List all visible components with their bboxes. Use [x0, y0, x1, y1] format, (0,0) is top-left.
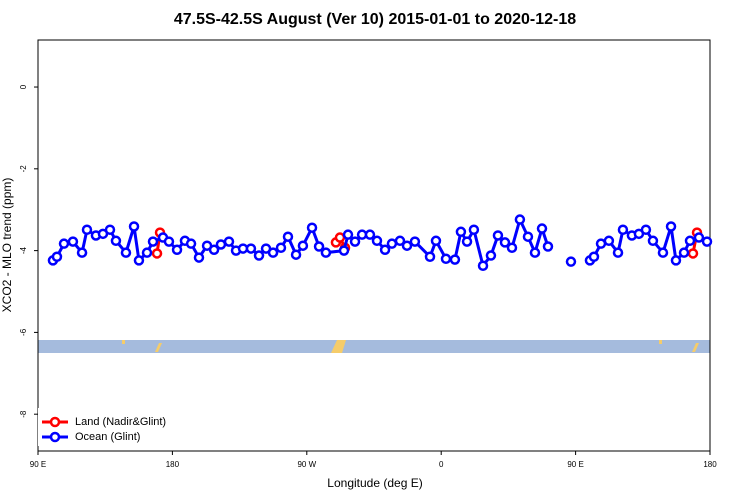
y-tick-label: 0	[19, 84, 28, 89]
point	[253, 250, 265, 261]
y-tick-label: -2	[19, 165, 28, 173]
y-tick-label: -4	[19, 247, 28, 255]
point	[245, 243, 257, 254]
legend-marker	[49, 431, 61, 443]
point	[449, 254, 461, 265]
point	[151, 248, 163, 259]
point	[290, 249, 302, 260]
point	[58, 238, 70, 249]
point	[506, 242, 518, 253]
y-tick-label: -8	[19, 410, 28, 418]
point	[678, 247, 690, 258]
point	[640, 224, 652, 236]
point	[320, 247, 332, 258]
point	[522, 231, 534, 242]
point	[701, 236, 713, 247]
x-tick-label: 90 W	[297, 460, 316, 469]
point	[647, 235, 659, 247]
point	[542, 241, 554, 252]
point	[120, 247, 132, 258]
point	[386, 238, 398, 249]
land-markers	[122, 340, 699, 353]
chart-title: 47.5S-42.5S August (Ver 10) 2015-01-01 t…	[174, 11, 576, 28]
point	[657, 247, 669, 258]
point	[430, 235, 442, 247]
point	[104, 224, 116, 236]
point	[275, 242, 287, 253]
point	[282, 231, 294, 242]
point	[687, 248, 699, 259]
point	[401, 240, 413, 251]
legend-label: Ocean (Glint)	[75, 431, 140, 443]
point	[67, 236, 79, 247]
point	[603, 235, 615, 247]
x-tick-label: 180	[703, 460, 717, 469]
coverage-band	[38, 340, 710, 353]
y-tick-label: -6	[19, 328, 28, 336]
y-axis-label: XCO2 - MLO trend (ppm)	[0, 178, 14, 313]
x-tick-label: 90 E	[567, 460, 583, 469]
point	[461, 236, 473, 247]
point	[163, 236, 175, 247]
point	[313, 241, 325, 252]
point	[267, 247, 279, 258]
point	[684, 235, 696, 247]
point	[424, 251, 436, 262]
point	[492, 230, 504, 241]
point	[440, 253, 452, 265]
point	[133, 255, 145, 266]
point	[565, 256, 577, 267]
x-tick-label: 180	[166, 460, 180, 469]
point	[499, 237, 511, 248]
point	[693, 232, 705, 243]
point	[588, 251, 600, 262]
point	[171, 244, 183, 256]
point	[81, 224, 93, 236]
point	[485, 250, 497, 261]
point	[215, 239, 227, 250]
x-axis-label: Longitude (deg E)	[327, 476, 422, 490]
point	[297, 240, 309, 251]
point	[665, 221, 677, 232]
legend-label: Land (Nadir&Glint)	[75, 416, 166, 428]
point	[193, 252, 205, 263]
point	[334, 232, 346, 243]
point	[342, 229, 354, 240]
point	[455, 226, 467, 238]
point	[128, 221, 140, 232]
point	[147, 236, 159, 247]
point	[468, 224, 480, 236]
point	[141, 247, 153, 258]
point	[223, 236, 235, 247]
point	[185, 238, 197, 249]
point	[338, 245, 350, 256]
point	[514, 214, 526, 225]
legend-bg	[38, 408, 188, 446]
point	[394, 235, 406, 247]
point	[529, 247, 541, 258]
legend-marker	[49, 416, 61, 428]
point	[208, 244, 220, 256]
point	[349, 236, 361, 247]
point	[110, 235, 122, 247]
point	[612, 247, 624, 258]
point	[617, 224, 629, 236]
point	[306, 222, 318, 233]
point	[670, 255, 682, 266]
point	[364, 229, 376, 240]
point	[477, 260, 489, 271]
point	[379, 244, 391, 256]
x-tick-label: 0	[439, 460, 444, 469]
point	[76, 247, 88, 258]
x-tick-label: 90 E	[30, 460, 46, 469]
point	[409, 236, 421, 247]
point	[536, 223, 548, 234]
point	[371, 235, 383, 247]
point	[51, 251, 63, 262]
